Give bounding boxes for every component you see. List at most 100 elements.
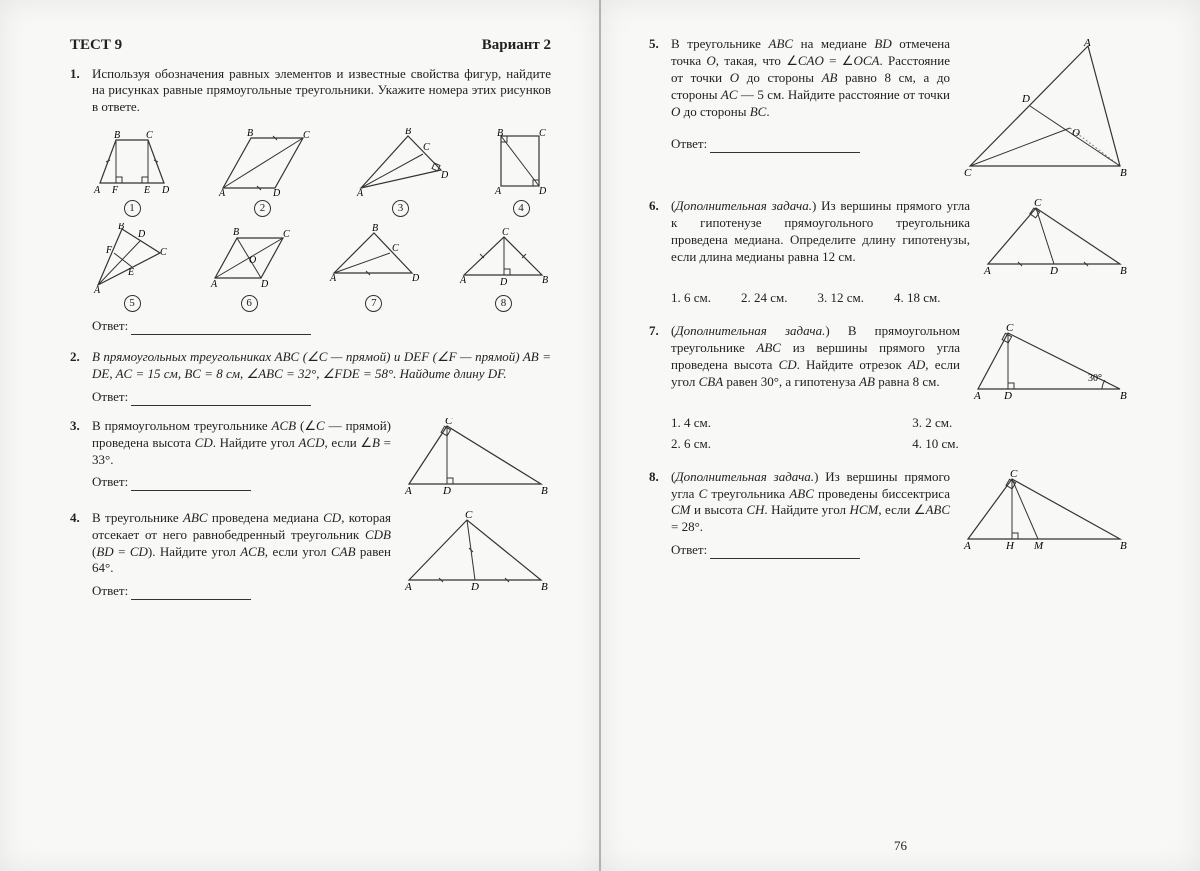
svg-text:B: B — [114, 130, 120, 141]
svg-text:C: C — [445, 418, 453, 427]
problem-text-body: В прямоугольных треугольниках ABC (∠C — … — [92, 349, 551, 381]
svg-text:D: D — [1003, 390, 1012, 402]
right-triangle-bisector-altitude-icon: A H M C B — [960, 469, 1130, 554]
svg-text:B: B — [1120, 265, 1127, 277]
svg-text:A: A — [93, 285, 101, 293]
figure-number: 7 — [365, 295, 382, 312]
answer-blank — [710, 140, 860, 153]
page-number: 76 — [601, 838, 1200, 855]
svg-text:B: B — [497, 128, 503, 139]
svg-text:B: B — [247, 128, 253, 139]
page-header: ТЕСТ 9 Вариант 2 — [70, 36, 551, 56]
answer-blank — [710, 546, 860, 559]
figure-3: A B C D 3 — [353, 128, 448, 217]
right-triangle-altitude-30-icon: 30° A D C B — [970, 323, 1130, 403]
svg-text:C: C — [1006, 323, 1014, 334]
svg-text:A: A — [459, 275, 467, 286]
test-label: ТЕСТ 9 — [70, 36, 122, 56]
trapezoid-diagram-icon: B C A F E D — [92, 128, 172, 198]
problem-1: 1. Используя обозначения равных элементо… — [70, 66, 551, 117]
svg-text:C: C — [146, 130, 153, 141]
svg-text:A: A — [404, 485, 412, 497]
figure-number: 3 — [392, 200, 409, 217]
svg-text:D: D — [470, 581, 479, 593]
svg-text:B: B — [1120, 390, 1127, 402]
problem-text: В прямоугольном треугольнике ACB (∠C — п… — [92, 418, 391, 498]
answer-label: Ответ: — [92, 583, 128, 598]
svg-text:B: B — [118, 223, 124, 232]
svg-text:C: C — [964, 167, 972, 179]
svg-text:30°: 30° — [1088, 373, 1102, 384]
option-1: 1. 6 см. — [671, 290, 711, 307]
answer-blank — [131, 478, 251, 491]
problem-2: 2. В прямоугольных треугольниках ABC (∠C… — [70, 349, 551, 406]
figure-p4: A D C B — [401, 510, 551, 600]
svg-text:D: D — [1021, 93, 1030, 105]
svg-text:C: C — [465, 510, 473, 521]
svg-text:B: B — [541, 485, 548, 497]
figure-number: 1 — [124, 200, 141, 217]
svg-text:A: A — [983, 265, 991, 277]
figure-row-2: A B C D E F 5 A B C D O — [92, 223, 551, 312]
figure-row-1: B C A F E D 1 A D B C — [92, 128, 551, 217]
svg-text:D: D — [440, 170, 448, 181]
svg-text:D: D — [161, 185, 170, 196]
figure-p5: A B C D O — [960, 36, 1130, 186]
problem-number: 6. — [649, 198, 671, 215]
right-triangle-altitude-icon: A D C B — [401, 418, 551, 498]
svg-text:C: C — [1034, 198, 1042, 209]
right-page: 5. В треугольнике ABC на медиане BD отме… — [601, 0, 1200, 871]
problem-body: В треугольнике ABC проведена медиана CD,… — [92, 510, 551, 600]
svg-text:A: A — [973, 390, 981, 402]
problem-number: 4. — [70, 510, 92, 527]
option-1: 1. 4 см. — [671, 415, 882, 432]
svg-text:A: A — [210, 279, 218, 290]
figure-number: 8 — [495, 295, 512, 312]
svg-text:D: D — [499, 277, 508, 288]
problem-number: 2. — [70, 349, 92, 366]
answer-line-1: Ответ: — [92, 318, 551, 335]
svg-text:C: C — [160, 247, 167, 258]
option-3: 3. 12 см. — [818, 290, 865, 307]
problem-5: 5. В треугольнике ABC на медиане BD отме… — [649, 36, 1130, 186]
problem-body: (Дополнительная задача.) Из вершины прям… — [671, 198, 1130, 278]
svg-text:A: A — [356, 188, 364, 198]
problem-body: (Дополнительная задача.) В прямоугольном… — [671, 323, 1130, 403]
svg-text:B: B — [372, 223, 378, 234]
svg-text:D: D — [442, 485, 451, 497]
figure-number: 6 — [241, 295, 258, 312]
svg-text:A: A — [218, 188, 226, 198]
svg-text:D: D — [260, 279, 269, 290]
problem-number: 3. — [70, 418, 92, 435]
figure-p8: A H M C B — [960, 469, 1130, 559]
svg-text:M: M — [1033, 540, 1044, 552]
figure-number: 2 — [254, 200, 271, 217]
variant-label: Вариант 2 — [482, 36, 551, 56]
isoceles-triangle-icon: A C B D — [456, 223, 551, 293]
svg-text:B: B — [1120, 540, 1127, 552]
figure-7: A B C D 7 — [326, 223, 421, 312]
figure-4: B C A D 4 — [491, 128, 551, 217]
svg-text:D: D — [272, 188, 281, 198]
figure-5: A B C D E F 5 — [92, 223, 172, 312]
svg-text:A: A — [329, 273, 337, 284]
svg-text:F: F — [105, 245, 113, 256]
option-3: 3. 2 см. — [912, 415, 1130, 432]
answer-label: Ответ: — [92, 474, 128, 489]
svg-text:B: B — [1120, 167, 1127, 179]
page-spread: ТЕСТ 9 Вариант 2 1. Используя обозначени… — [0, 0, 1200, 871]
svg-text:C: C — [539, 128, 546, 139]
problem-body: В прямоугольном треугольнике ACB (∠C — п… — [92, 418, 551, 498]
svg-text:A: A — [404, 581, 412, 593]
problem-text: В треугольнике ABC проведена медиана CD,… — [92, 510, 391, 600]
triangle-median-icon: A D C B — [401, 510, 551, 595]
svg-text:C: C — [303, 130, 310, 141]
figure-p6: A D C B — [980, 198, 1130, 278]
svg-text:B: B — [405, 128, 411, 137]
problem-4: 4. В треугольнике ABC проведена медиана … — [70, 510, 551, 600]
svg-text:A: A — [963, 540, 971, 552]
answer-label: Ответ: — [671, 136, 707, 151]
svg-text:D: D — [411, 273, 420, 284]
figure-p7: 30° A D C B — [970, 323, 1130, 403]
figure-number: 5 — [124, 295, 141, 312]
